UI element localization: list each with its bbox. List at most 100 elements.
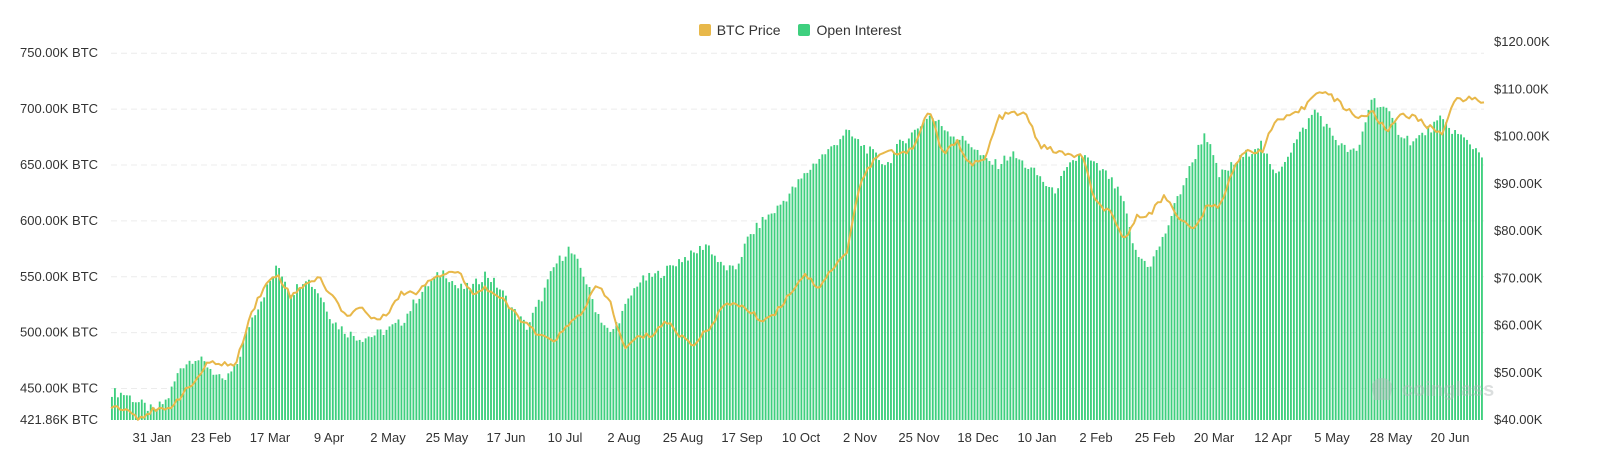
oi-bar: [531, 312, 534, 420]
oi-bar: [576, 258, 579, 420]
oi-bar: [937, 119, 940, 420]
legend: BTC Price Open Interest: [0, 22, 1600, 38]
oi-bar: [1128, 227, 1131, 420]
x-axis-tick-label: 18 Dec: [957, 430, 999, 445]
oi-bar: [1027, 168, 1030, 420]
oi-bar: [302, 284, 304, 420]
oi-bar: [549, 271, 552, 420]
oi-bar: [618, 323, 621, 420]
oi-bar: [934, 121, 937, 420]
oi-bar: [1281, 166, 1283, 420]
oi-bar: [1248, 156, 1251, 420]
oi-bar: [534, 306, 537, 420]
oi-bar: [221, 378, 224, 420]
oi-bar: [528, 322, 531, 420]
oi-bar: [713, 255, 716, 420]
oi-bar: [209, 368, 212, 420]
oi-bar: [928, 115, 931, 420]
oi-bar: [522, 319, 525, 420]
oi-bar: [1188, 166, 1191, 420]
oi-bar: [1206, 142, 1209, 420]
oi-bar: [731, 265, 734, 420]
oi-bar: [167, 398, 170, 420]
oi-bar: [1116, 186, 1119, 420]
oi-bar: [1260, 140, 1262, 420]
x-axis-tick-label: 25 Nov: [898, 430, 940, 445]
x-axis-tick-label: 9 Apr: [314, 430, 345, 445]
oi-bar: [1218, 177, 1221, 420]
oi-bar: [901, 140, 904, 420]
oi-bar: [281, 276, 283, 420]
oi-bar: [869, 146, 871, 421]
oi-bar: [609, 331, 612, 420]
oi-bar: [131, 402, 134, 420]
oi-bar: [722, 265, 725, 420]
oi-bar: [1215, 162, 1218, 420]
oi-bar: [1475, 148, 1477, 420]
oi-bar: [376, 329, 379, 420]
oi-bar: [466, 282, 469, 420]
x-axis-tick-label: 25 Aug: [663, 430, 704, 445]
oi-bar: [128, 395, 131, 420]
oi-bar: [493, 277, 495, 420]
oi-bar: [382, 334, 385, 420]
oi-bar: [513, 309, 516, 420]
oi-bar: [743, 243, 746, 420]
oi-bar: [248, 327, 251, 420]
oi-bar: [316, 293, 319, 420]
oi-bar: [1331, 135, 1334, 420]
oi-bar: [1379, 107, 1382, 421]
oi-bar: [603, 325, 606, 420]
oi-bar: [340, 326, 343, 420]
oi-bar: [272, 276, 275, 420]
oi-bar: [1391, 117, 1394, 421]
oi-bar: [1036, 175, 1039, 420]
oi-bar: [555, 263, 558, 420]
oi-bar: [994, 159, 997, 420]
oi-bar: [973, 149, 976, 420]
oi-bar: [1021, 160, 1024, 420]
oi-bar: [931, 118, 934, 421]
oi-bar: [716, 262, 719, 420]
oi-bar: [1257, 148, 1260, 420]
oi-bar: [1152, 256, 1155, 420]
oi-bar: [457, 288, 460, 420]
oi-bar: [1400, 137, 1403, 421]
legend-label-open-interest: Open Interest: [816, 22, 902, 38]
oi-bar: [1155, 250, 1158, 420]
oi-bar: [785, 201, 788, 420]
oi-bar: [979, 155, 982, 421]
oi-bar: [1322, 126, 1325, 421]
oi-bar: [1209, 144, 1212, 421]
oi-bar: [1084, 155, 1086, 420]
oi-bar: [758, 228, 761, 420]
oi-bar: [949, 136, 952, 420]
legend-item-open-interest[interactable]: Open Interest: [798, 22, 901, 38]
oi-bar: [364, 338, 367, 420]
oi-bar: [254, 315, 257, 420]
oi-bar: [967, 143, 970, 420]
oi-bar: [1310, 114, 1313, 420]
oi-bar: [669, 265, 671, 420]
oi-bar: [710, 254, 713, 420]
oi-bar: [818, 158, 821, 420]
oi-bar: [621, 310, 624, 420]
oi-bar: [776, 205, 779, 420]
oi-bar: [146, 410, 149, 420]
oi-bar: [1110, 177, 1113, 420]
oi-bar: [746, 236, 749, 420]
oi-bar: [543, 287, 546, 420]
oi-bar: [448, 282, 451, 420]
oi-bar: [1421, 132, 1424, 420]
oi-bar: [887, 162, 889, 420]
oi-bar: [1466, 139, 1468, 421]
oi-bar: [815, 163, 818, 420]
oi-bar: [752, 234, 755, 420]
oi-bar: [197, 360, 200, 420]
oi-bar: [1057, 188, 1060, 420]
oi-bar: [821, 154, 824, 420]
oi-bar: [728, 265, 731, 420]
oi-bar: [173, 381, 176, 420]
legend-item-btc-price[interactable]: BTC Price: [698, 22, 780, 38]
oi-bar: [460, 283, 463, 420]
